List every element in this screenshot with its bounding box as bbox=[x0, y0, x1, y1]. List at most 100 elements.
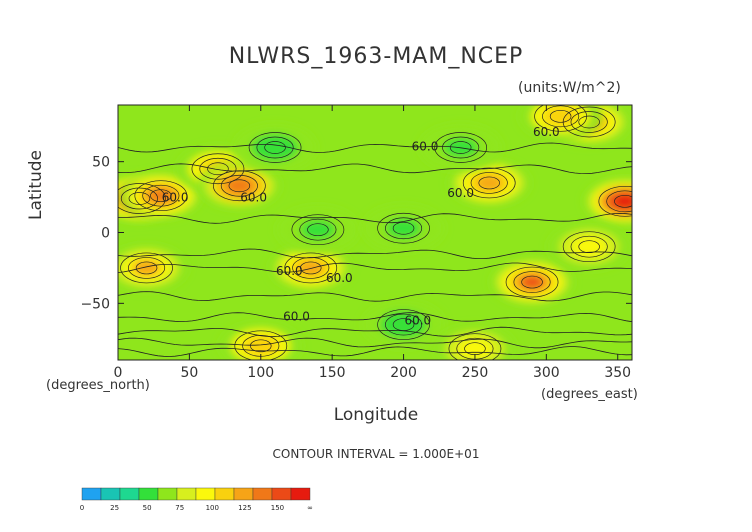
contour-ring bbox=[521, 275, 543, 289]
contour-ring bbox=[135, 261, 158, 275]
contour-ring bbox=[578, 115, 600, 129]
contour-ring bbox=[448, 333, 502, 360]
contour-ring bbox=[213, 170, 266, 202]
contour-ring bbox=[284, 252, 338, 284]
contour-label: 60.0 bbox=[240, 190, 267, 204]
field-anomaly bbox=[118, 243, 189, 292]
colorbar-tick-label: 0 bbox=[80, 504, 84, 512]
colorbar-swatch bbox=[176, 487, 197, 501]
colorbar-tick-label: 150 bbox=[271, 504, 284, 512]
contour-ring bbox=[392, 221, 415, 235]
contour-line bbox=[118, 163, 632, 175]
contour-ring bbox=[513, 271, 551, 293]
y-unit-label: (degrees_north) bbox=[46, 378, 150, 393]
colorbar-tick-label: 125 bbox=[238, 504, 251, 512]
contour-ring bbox=[134, 180, 188, 212]
contour-ring bbox=[207, 162, 229, 176]
contour-label: 60.0 bbox=[283, 309, 310, 323]
y-tick-label: −50 bbox=[80, 296, 110, 312]
x-tick-label: 150 bbox=[319, 365, 346, 381]
contour-ring bbox=[256, 136, 294, 159]
contour-ring bbox=[128, 257, 166, 279]
contour-label: 60.0 bbox=[404, 314, 431, 328]
contour-ring bbox=[120, 252, 173, 284]
colorbar-tick-label: 75 bbox=[175, 504, 184, 512]
contour-line bbox=[118, 312, 632, 323]
contour-ring bbox=[142, 184, 180, 207]
contour-ring bbox=[120, 187, 158, 210]
contour-label: 60.0 bbox=[162, 190, 189, 204]
field-anomaly bbox=[276, 205, 360, 254]
colorbar-swatch bbox=[233, 487, 254, 501]
field-anomaly bbox=[219, 321, 303, 360]
x-tick-label: 300 bbox=[533, 365, 560, 381]
y-tick-label: 0 bbox=[101, 226, 110, 242]
field-anomaly bbox=[361, 204, 446, 253]
field-anomaly bbox=[547, 222, 631, 271]
contour-ring bbox=[449, 141, 472, 154]
contour-line bbox=[118, 248, 632, 259]
contour-line bbox=[118, 337, 632, 349]
contour-ring bbox=[292, 257, 330, 279]
colorbar-swatch bbox=[100, 487, 121, 501]
contour-ring bbox=[248, 132, 302, 163]
contour-ring bbox=[462, 167, 516, 199]
contour-ring bbox=[307, 223, 329, 237]
field-anomaly bbox=[583, 177, 632, 226]
field-anomaly bbox=[233, 123, 317, 172]
contour-ring bbox=[199, 157, 237, 180]
contour-label: 60.0 bbox=[326, 271, 353, 285]
colorbar-swatch bbox=[157, 487, 178, 501]
contour-ring bbox=[549, 109, 572, 123]
x-tick-label: 100 bbox=[247, 365, 274, 381]
contour-ring bbox=[377, 212, 430, 244]
contour-ring bbox=[385, 217, 423, 240]
x-axis-label: Longitude bbox=[333, 405, 419, 425]
contour-line bbox=[118, 262, 632, 273]
colorbar-tick-label: ∞ bbox=[307, 504, 313, 512]
contour-ring bbox=[150, 189, 172, 203]
contour-ring bbox=[534, 105, 587, 132]
x-tick-label: 50 bbox=[180, 365, 198, 381]
x-tick-label: 350 bbox=[604, 365, 631, 381]
contour-ring bbox=[470, 172, 508, 194]
field-anomaly bbox=[490, 258, 574, 307]
contour-label: 60.0 bbox=[412, 139, 439, 153]
contour-ring bbox=[250, 339, 272, 353]
contour-ring bbox=[191, 153, 245, 185]
contour-line bbox=[118, 291, 632, 302]
contour-ring bbox=[299, 218, 337, 241]
contour-ring bbox=[234, 330, 288, 360]
x-tick-label: 200 bbox=[390, 365, 417, 381]
contour-ring bbox=[562, 231, 616, 263]
contour-line bbox=[118, 142, 632, 153]
contour-ring bbox=[442, 136, 480, 159]
field-anomaly bbox=[361, 300, 446, 349]
contour-ring bbox=[614, 194, 632, 208]
contour-ring bbox=[505, 266, 559, 298]
contour-ring bbox=[478, 176, 500, 190]
contour-ring bbox=[598, 185, 632, 217]
contour-line bbox=[118, 326, 632, 338]
contour-ring bbox=[300, 261, 322, 275]
contour-line bbox=[118, 346, 632, 357]
field-anomaly bbox=[197, 161, 281, 210]
contour-ring bbox=[578, 240, 600, 254]
units-label: (units:W/m^2) bbox=[518, 80, 621, 96]
colorbar-swatch bbox=[81, 487, 102, 501]
colorbar-swatch bbox=[271, 487, 292, 501]
colorbar-tick-label: 25 bbox=[110, 504, 119, 512]
colorbar-swatch bbox=[290, 487, 311, 501]
contour-ring bbox=[385, 313, 423, 336]
colorbar-swatch bbox=[214, 487, 235, 501]
contour-ring bbox=[118, 183, 166, 214]
contour-ring bbox=[377, 309, 430, 340]
contour-label: 60.0 bbox=[447, 186, 474, 200]
colorbar-swatch bbox=[119, 487, 140, 501]
contour-label: 60.0 bbox=[533, 125, 560, 139]
colorbar-swatch bbox=[195, 487, 216, 501]
contour-ring bbox=[570, 111, 608, 133]
field-anomaly bbox=[447, 158, 531, 207]
x-tick-label: 250 bbox=[462, 365, 489, 381]
